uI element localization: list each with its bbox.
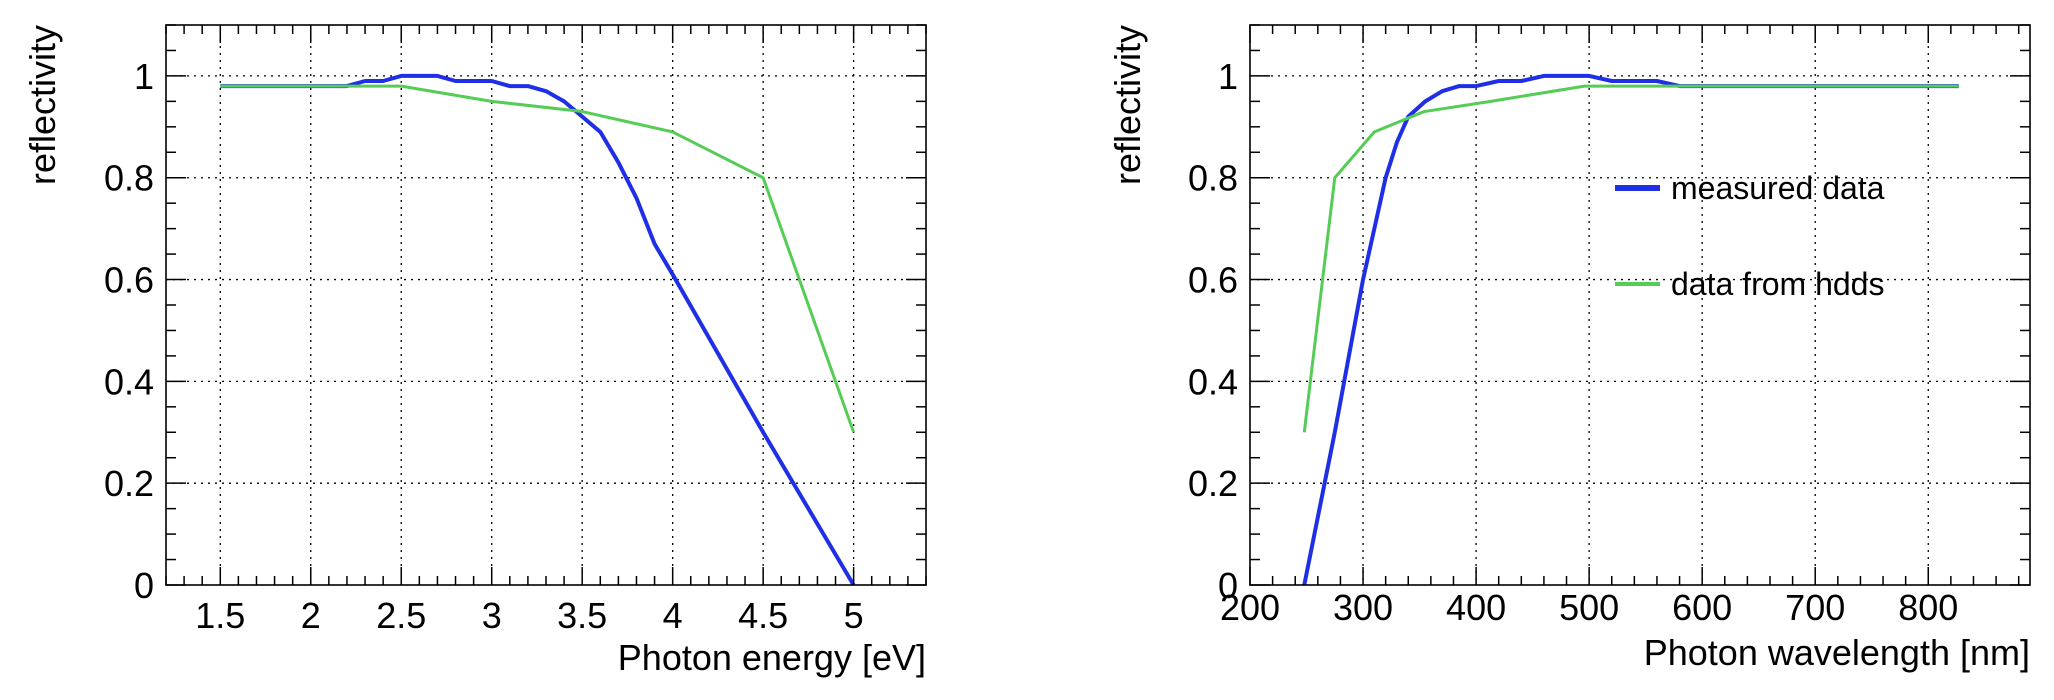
x-tick-label: 2 — [301, 595, 321, 636]
wavelength-panel: 200 300 400 500 600 700 800 0 0.2 0.4 0.6 0.8 1 Photo… — [1107, 24, 2031, 673]
x-tick-label: 2.5 — [376, 595, 426, 636]
y-tick-label: 0.4 — [104, 361, 154, 402]
x-tick-label: 600 — [1672, 587, 1732, 628]
energy-panel: 1.5 2 2.5 3 3.5 4 4.5 5 0 0.2 0.4 0.6 0.8 1 Photon ene… — [22, 24, 927, 678]
y-axis-label: reflectivity — [22, 25, 63, 185]
x-tick-label: 400 — [1446, 587, 1506, 628]
x-tick-label: 200 — [1220, 587, 1280, 628]
x-tick-label: 3.5 — [557, 595, 607, 636]
y-tick-label: 0.8 — [1188, 158, 1238, 199]
x-tick-label: 5 — [844, 595, 864, 636]
y-axis-label: reflectivity — [1107, 25, 1148, 185]
legend-label: measured data — [1671, 170, 1885, 206]
y-tick-label: 0.8 — [104, 158, 154, 199]
x-tick-label: 300 — [1333, 587, 1393, 628]
series-line-data-from-hdds — [1302, 84, 1959, 433]
x-axis-label: Photon wavelength [nm] — [1644, 632, 2030, 673]
y-tick-label: 0.2 — [104, 463, 154, 504]
series-line-green — [220, 84, 856, 433]
legend: measured data data from hdds — [1615, 170, 1885, 302]
x-tick-label: 500 — [1559, 587, 1619, 628]
series-line-measured-data — [1302, 73, 1959, 586]
x-tick-label: 700 — [1785, 587, 1845, 628]
y-tick-label: 1 — [134, 56, 154, 97]
y-tick-label: 0.4 — [1188, 361, 1238, 402]
y-tick-label: 0.6 — [104, 260, 154, 301]
x-tick-label: 800 — [1898, 587, 1958, 628]
legend-label: data from hdds — [1671, 266, 1884, 302]
y-tick-label: 0 — [134, 565, 154, 606]
x-tick-label: 4 — [663, 595, 683, 636]
x-tick-label: 1.5 — [195, 595, 245, 636]
y-tick-label: 0.6 — [1188, 260, 1238, 301]
series-line-blue — [220, 73, 856, 587]
x-axis-label: Photon energy [eV] — [618, 637, 926, 678]
y-tick-label: 0.2 — [1188, 463, 1238, 504]
x-tick-label: 3 — [482, 595, 502, 636]
x-tick-label: 4.5 — [738, 595, 788, 636]
y-tick-label: 0 — [1218, 565, 1238, 606]
y-tick-label: 1 — [1218, 56, 1238, 97]
